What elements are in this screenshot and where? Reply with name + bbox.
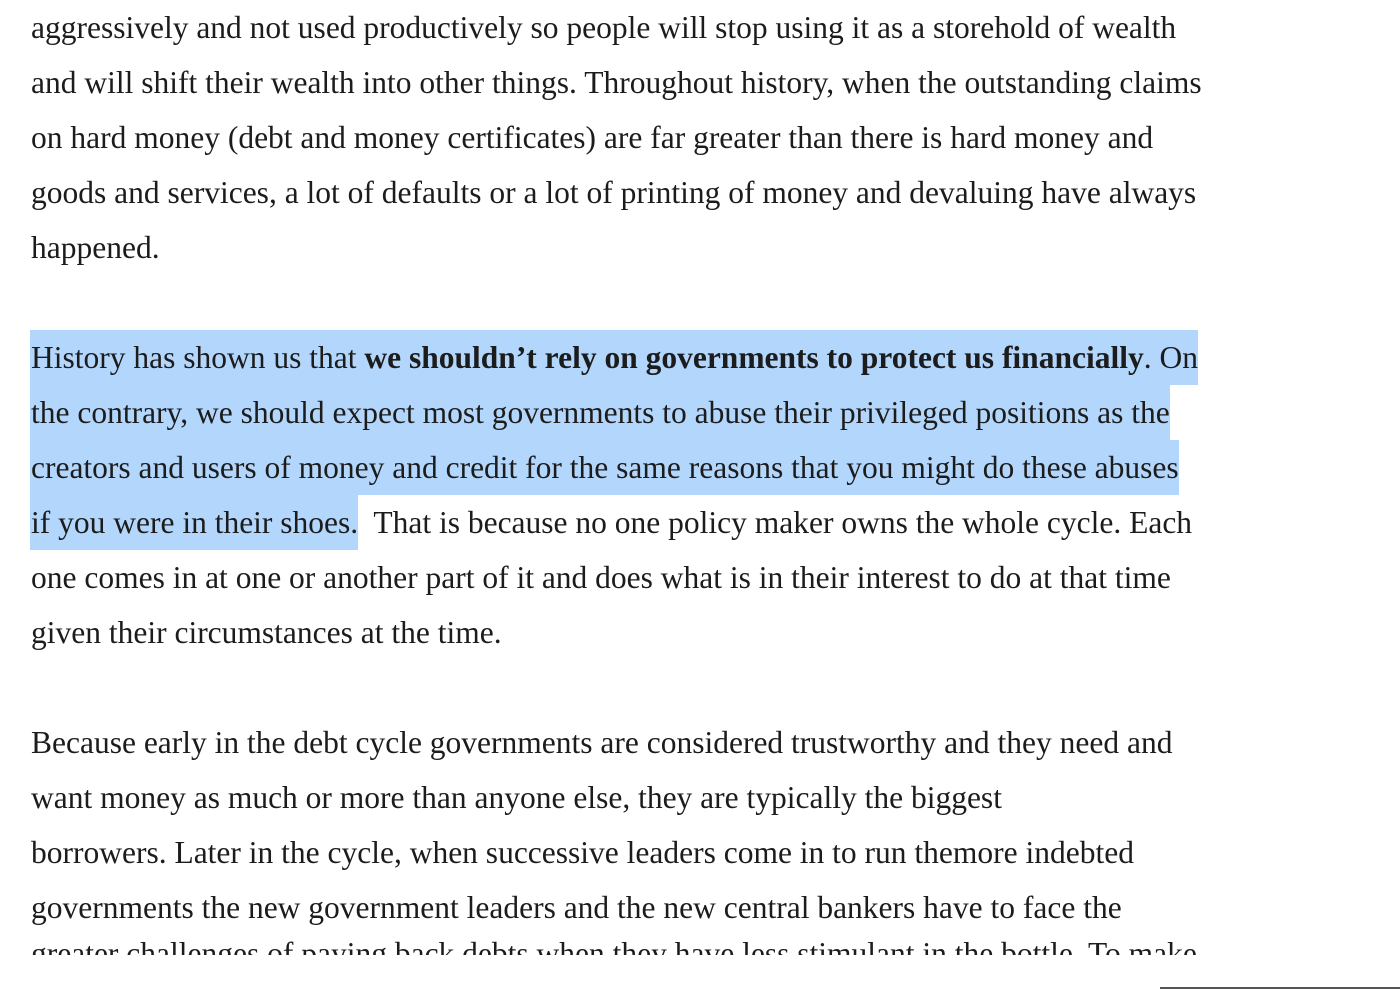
page-divider bbox=[1160, 987, 1400, 989]
paragraph-line: one comes in at one or another part of i… bbox=[31, 560, 1171, 595]
paragraph-line: want money as much or more than anyone e… bbox=[31, 780, 1002, 815]
bold-text-run: we shouldn’t rely on governments to prot… bbox=[364, 340, 1144, 375]
paragraph-line: History has shown us that we shouldn’t r… bbox=[30, 330, 1331, 385]
page-bottom-margin bbox=[0, 955, 1400, 990]
paragraph-line: aggressively and not used productively s… bbox=[31, 10, 1177, 45]
text-run: History has shown us that bbox=[31, 340, 365, 375]
paragraph-line: if you were in their shoes. That is beca… bbox=[30, 495, 1331, 550]
text-run: That is because no one policy maker owns… bbox=[358, 505, 1193, 540]
text-run: . On bbox=[1143, 340, 1198, 375]
paragraph-1: aggressively and not used productively s… bbox=[31, 0, 1331, 275]
paragraph-3: Because early in the debt cycle governme… bbox=[31, 715, 1331, 935]
paragraph-line: on hard money (debt and money certificat… bbox=[31, 120, 1154, 155]
selection-highlight[interactable]: the contrary, we should expect most gove… bbox=[30, 385, 1170, 440]
paragraph-line: Because early in the debt cycle governme… bbox=[31, 725, 1173, 760]
paragraph-2[interactable]: History has shown us that we shouldn’t r… bbox=[30, 330, 1331, 660]
paragraph-line: creators and users of money and credit f… bbox=[30, 440, 1331, 495]
paragraph-line: and will shift their wealth into other t… bbox=[31, 65, 1202, 100]
cut-off-text-line: greater challenges of paying back debts … bbox=[31, 920, 1331, 960]
paragraph-line: governments the new government leaders a… bbox=[31, 890, 1122, 925]
paragraph-line: the contrary, we should expect most gove… bbox=[30, 385, 1331, 440]
paragraph-line: goods and services, a lot of defaults or… bbox=[31, 175, 1197, 210]
selection-highlight[interactable]: if you were in their shoes. bbox=[30, 495, 359, 550]
selection-highlight[interactable]: History has shown us that we shouldn’t r… bbox=[30, 330, 1198, 385]
paragraph-spacer bbox=[31, 660, 1331, 715]
document-body: aggressively and not used productively s… bbox=[30, 0, 1331, 935]
paragraph-spacer bbox=[31, 275, 1331, 330]
paragraph-line: given their circumstances at the time. bbox=[31, 615, 502, 650]
paragraph-line: borrowers. Later in the cycle, when succ… bbox=[31, 835, 1134, 870]
paragraph-line: happened. bbox=[31, 230, 160, 265]
selection-highlight[interactable]: creators and users of money and credit f… bbox=[30, 440, 1179, 495]
